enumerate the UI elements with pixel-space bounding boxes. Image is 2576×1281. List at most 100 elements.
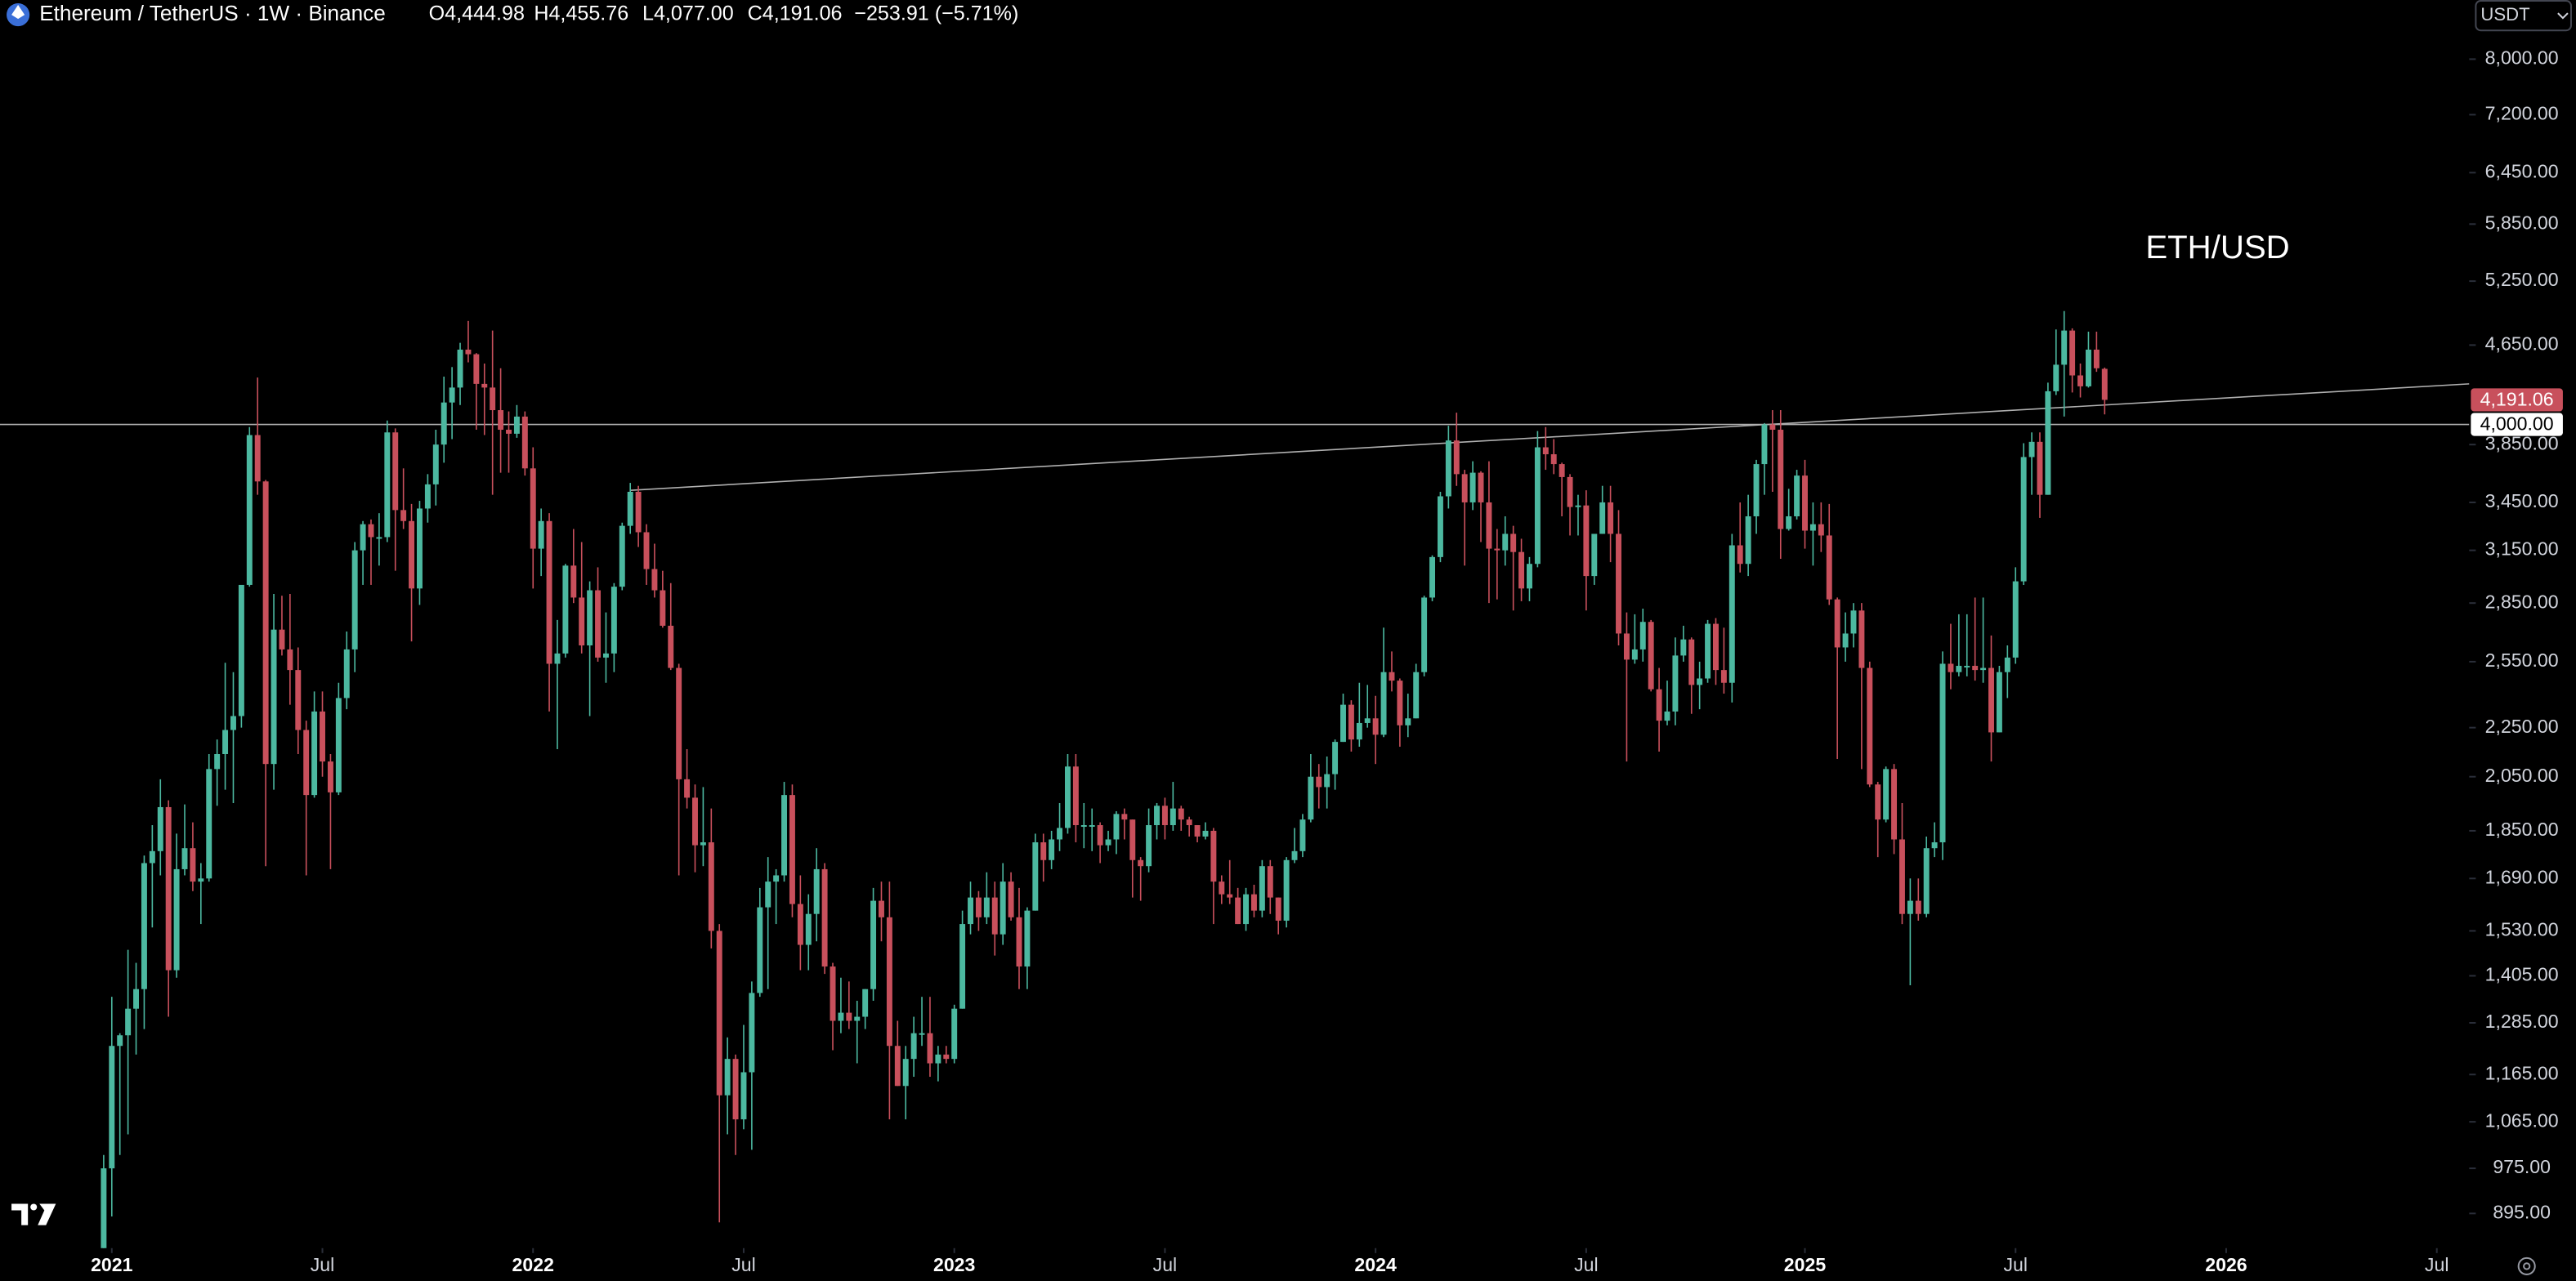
- candle-body: [862, 989, 869, 1017]
- y-tick-label: 1,850.00: [2485, 819, 2559, 840]
- candle-body: [1769, 424, 1776, 431]
- candle-body: [1608, 502, 1614, 534]
- y-tick-label: 1,065.00: [2485, 1109, 2559, 1131]
- candle-body: [287, 649, 293, 671]
- candle-body: [1858, 610, 1865, 668]
- candle-body: [1259, 866, 1265, 911]
- candle-body: [1761, 424, 1768, 465]
- candle-body: [975, 897, 982, 917]
- candle-body: [262, 481, 269, 765]
- candle-body: [1988, 667, 1994, 733]
- candle-body: [1672, 655, 1679, 712]
- candle-body: [700, 842, 706, 846]
- candle-body: [222, 730, 229, 755]
- candle-body: [1324, 774, 1330, 788]
- candle-body: [1534, 447, 1541, 565]
- candle-body: [490, 387, 496, 411]
- y-tick-label: 2,550.00: [2485, 649, 2559, 671]
- candle-body: [1583, 505, 1590, 577]
- candle-body: [1948, 663, 1954, 672]
- x-tick-label: 2025: [1784, 1254, 1827, 1275]
- settings-button[interactable]: [2517, 1256, 2536, 1275]
- candle-body: [465, 349, 472, 355]
- candle-body: [2020, 457, 2027, 582]
- candle-body: [521, 416, 528, 469]
- candle-body: [206, 769, 212, 879]
- candle-body: [749, 993, 755, 1073]
- x-tick-label: 2021: [91, 1254, 133, 1275]
- y-tick-label: 7,200.00: [2485, 102, 2559, 123]
- candle-body: [627, 491, 633, 526]
- x-tick-label: Jul: [311, 1254, 335, 1275]
- candle-body: [1405, 718, 1411, 725]
- candle-body: [424, 484, 431, 509]
- candle-body: [732, 1059, 739, 1120]
- logo-part: [11, 1203, 29, 1225]
- candle-body: [1809, 524, 1816, 531]
- candle-body: [1121, 814, 1128, 820]
- candle-body: [1154, 806, 1160, 826]
- candle-body: [1138, 859, 1144, 867]
- candle-body: [1486, 502, 1492, 549]
- x-tick-label: Jul: [1574, 1254, 1599, 1275]
- candle-body: [409, 520, 415, 589]
- y-tick-label: 8,000.00: [2485, 47, 2559, 69]
- candle-body: [149, 850, 155, 864]
- candle-body: [959, 924, 966, 1009]
- candle-body: [1186, 819, 1192, 826]
- candle-body: [1915, 900, 1921, 914]
- legend-open: O4,444.98: [429, 2, 525, 25]
- candle-body: [1737, 545, 1743, 565]
- candle-body: [1834, 599, 1840, 648]
- candle-body: [351, 550, 358, 649]
- candle-body: [1283, 859, 1290, 921]
- candle-body: [765, 882, 771, 908]
- candle-body: [1688, 639, 1695, 685]
- candle-body: [376, 537, 382, 539]
- candle-body: [991, 897, 998, 935]
- x-tick-label: Jul: [1153, 1254, 1178, 1275]
- candle-body: [1291, 850, 1298, 860]
- candle-body: [335, 698, 342, 792]
- candle-body: [1161, 806, 1168, 826]
- candle-body: [570, 565, 577, 598]
- x-tick-label: Jul: [2003, 1254, 2028, 1275]
- candle-body: [1437, 496, 1443, 557]
- candle-body: [279, 629, 285, 649]
- candle-body: [1656, 689, 1662, 721]
- candle-body: [1235, 897, 1241, 925]
- candle-body: [1308, 776, 1314, 820]
- x-tick-label: Jul: [731, 1254, 756, 1275]
- candle-body: [1364, 718, 1371, 723]
- candle-body: [1883, 769, 1890, 820]
- candle-body: [2061, 330, 2068, 365]
- candle-body: [392, 432, 399, 511]
- candle-body: [1008, 882, 1014, 917]
- candle-body: [1389, 672, 1395, 681]
- candle-body: [1575, 505, 1581, 507]
- candle-body: [327, 761, 333, 792]
- candle-body: [214, 754, 221, 770]
- candle-body: [1867, 667, 1873, 785]
- plot-area: [0, 310, 2470, 1248]
- candle-body: [1891, 769, 1898, 840]
- candle-body: [1097, 825, 1103, 846]
- currency-button[interactable]: [2475, 0, 2572, 32]
- candle-body: [1469, 472, 1476, 502]
- candle-body: [1591, 533, 1598, 577]
- candle-body: [1065, 766, 1071, 828]
- candle-body: [295, 670, 302, 730]
- candle-body: [254, 435, 261, 482]
- candle-body: [2045, 391, 2051, 495]
- candle-body: [1794, 475, 1800, 516]
- candle-body: [879, 900, 884, 917]
- candle-body: [1639, 622, 1646, 649]
- candle-body: [983, 897, 990, 917]
- y-tick-label: 4,650.00: [2485, 333, 2559, 355]
- candle-body: [870, 900, 877, 989]
- x-tick-label: 2023: [933, 1254, 976, 1275]
- annotation: ETH/USD: [2145, 229, 2289, 266]
- logo-part: [30, 1203, 38, 1211]
- y-tick-label: 1,405.00: [2485, 964, 2559, 985]
